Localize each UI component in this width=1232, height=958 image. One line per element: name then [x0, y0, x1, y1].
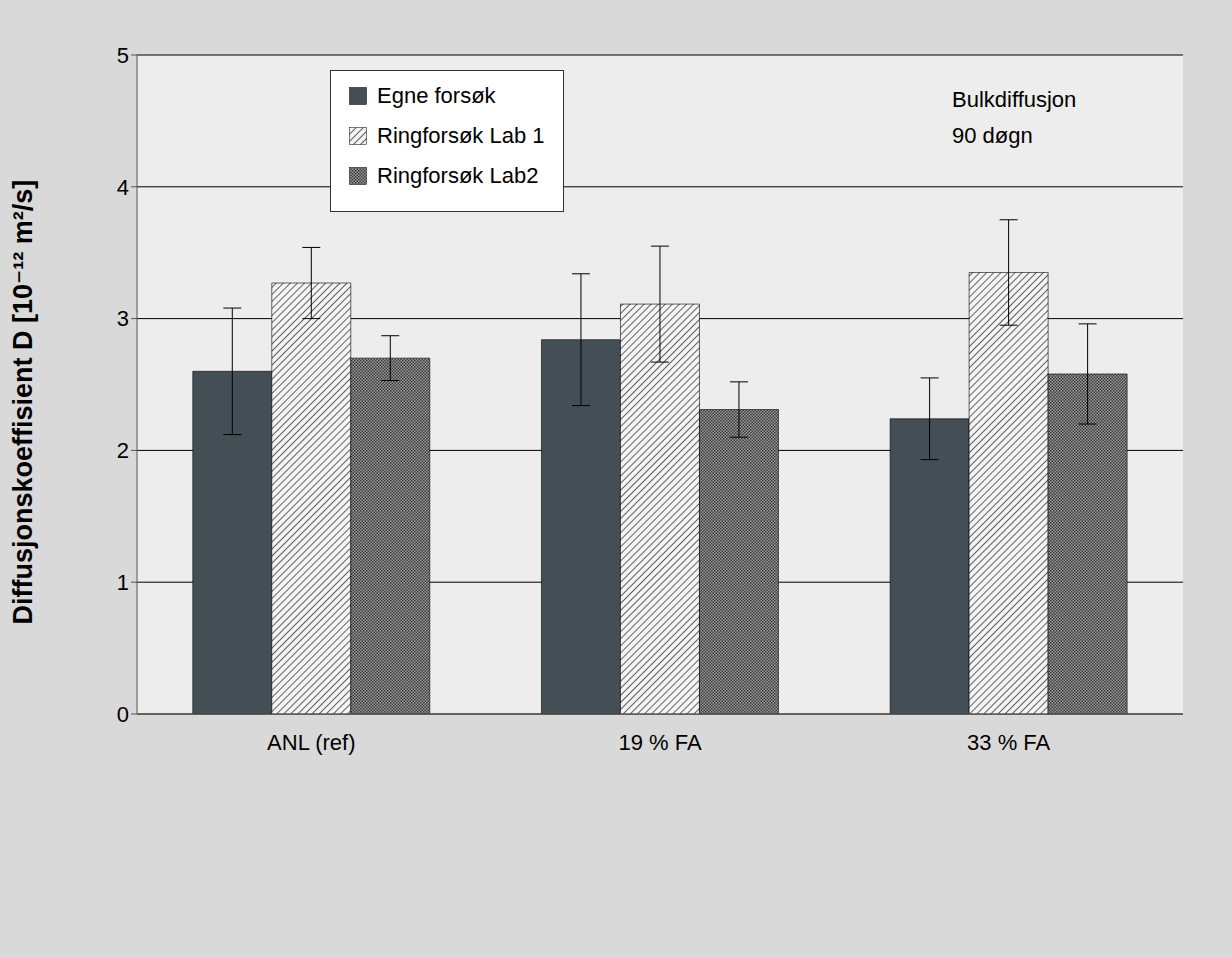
html-text:Egne forsøk: Egne forsøk — [377, 83, 496, 108]
svg-text:2: 2 — [117, 438, 129, 463]
html-text:Bulkdiffusjon 90 døgn: Bulkdiffusjon 90 døgn — [952, 87, 1077, 148]
svg-text:19 % FA: 19 % FA — [618, 730, 701, 755]
svg-text:3: 3 — [117, 306, 129, 331]
svg-text:33 % FA: 33 % FA — [967, 730, 1050, 755]
svg-text:5: 5 — [117, 43, 129, 68]
svg-text:ANL (ref): ANL (ref) — [267, 730, 355, 755]
svg-text:4: 4 — [117, 175, 129, 200]
html-text:Ringforsøk Lab2: Ringforsøk Lab2 — [377, 163, 539, 188]
svg-text:1: 1 — [117, 570, 129, 595]
svg-text:Diffusjonskoeffisient D [10⁻¹²: Diffusjonskoeffisient D [10⁻¹² m²/s] — [8, 180, 38, 625]
html-text:Ringforsøk Lab 1: Ringforsøk Lab 1 — [377, 123, 545, 148]
svg-text:0: 0 — [117, 702, 129, 727]
